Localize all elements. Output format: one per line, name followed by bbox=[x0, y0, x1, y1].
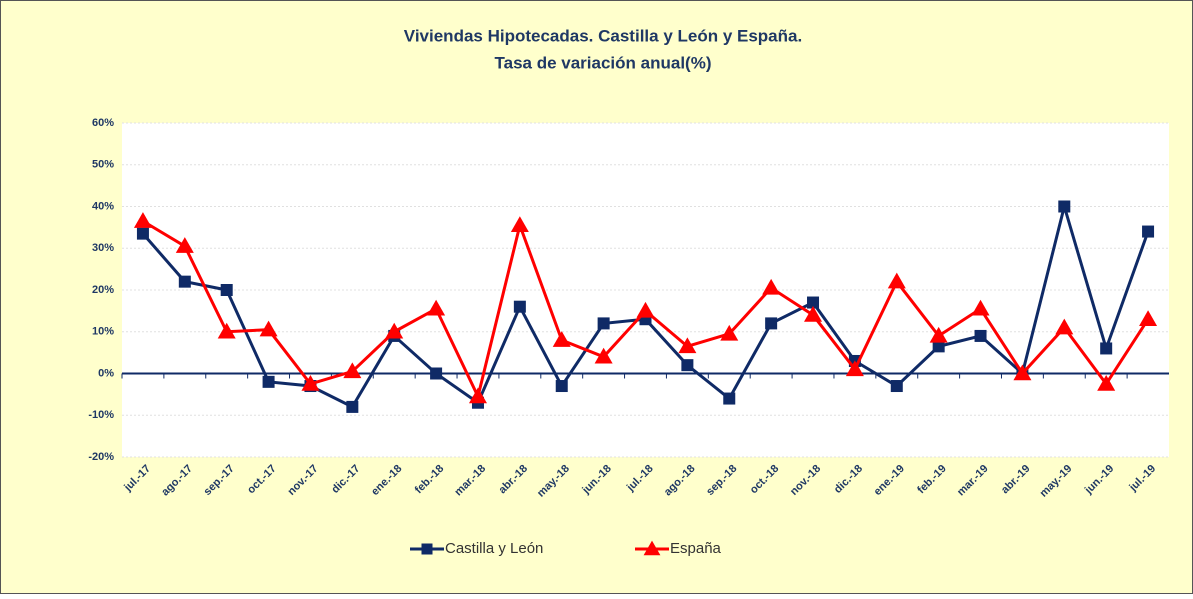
data-point bbox=[513, 300, 526, 313]
data-point bbox=[887, 272, 906, 289]
data-point bbox=[555, 380, 568, 393]
data-point bbox=[765, 317, 778, 330]
data-point bbox=[1097, 374, 1116, 391]
data-point bbox=[468, 387, 487, 404]
legend-label: España bbox=[670, 540, 722, 557]
data-point bbox=[217, 322, 236, 339]
y-tick-label: -10% bbox=[88, 409, 114, 421]
data-point bbox=[807, 296, 820, 309]
y-tick-label: 10% bbox=[92, 326, 114, 338]
data-point bbox=[343, 362, 362, 379]
data-point bbox=[681, 359, 694, 372]
data-point bbox=[385, 322, 404, 339]
chart-subtitle: Tasa de variación anual(%) bbox=[495, 53, 712, 72]
y-tick-label: 50% bbox=[92, 159, 114, 171]
data-point bbox=[804, 306, 823, 322]
data-point bbox=[594, 347, 613, 364]
data-point bbox=[1055, 318, 1074, 335]
data-point bbox=[720, 324, 739, 341]
data-point bbox=[845, 360, 864, 377]
y-tick-label: 30% bbox=[92, 242, 114, 254]
data-point bbox=[510, 216, 529, 233]
data-point bbox=[427, 299, 446, 316]
data-point bbox=[262, 375, 275, 388]
legend-marker bbox=[643, 540, 661, 556]
data-point bbox=[220, 284, 233, 296]
data-point bbox=[136, 227, 149, 240]
data-point bbox=[1100, 342, 1113, 355]
data-point bbox=[346, 400, 359, 413]
data-point bbox=[259, 320, 278, 337]
data-point bbox=[552, 331, 571, 347]
legend-label: Castilla y León bbox=[445, 540, 543, 557]
chart-title: Viviendas Hipotecadas. Castilla y León y… bbox=[404, 26, 802, 45]
data-point bbox=[974, 329, 987, 342]
legend-marker bbox=[421, 543, 433, 555]
data-point bbox=[301, 374, 320, 391]
y-tick-label: 60% bbox=[92, 117, 114, 129]
data-point bbox=[1058, 200, 1071, 213]
y-tick-label: 0% bbox=[98, 367, 114, 379]
data-point bbox=[430, 367, 443, 380]
data-point bbox=[597, 317, 610, 330]
data-point bbox=[133, 212, 152, 228]
y-tick-label: 40% bbox=[92, 200, 114, 212]
data-point bbox=[636, 301, 655, 318]
data-point bbox=[1013, 364, 1032, 381]
data-point bbox=[890, 380, 903, 393]
y-tick-label: -20% bbox=[88, 451, 114, 463]
data-point bbox=[723, 392, 736, 405]
data-point bbox=[1139, 310, 1158, 326]
data-point bbox=[762, 278, 781, 295]
data-point bbox=[678, 337, 697, 354]
y-tick-label: 20% bbox=[92, 284, 114, 296]
data-point bbox=[178, 275, 191, 288]
data-point bbox=[971, 299, 990, 316]
data-point bbox=[929, 326, 948, 343]
data-point bbox=[1142, 225, 1155, 238]
data-point bbox=[175, 237, 194, 253]
data-point bbox=[932, 340, 945, 353]
